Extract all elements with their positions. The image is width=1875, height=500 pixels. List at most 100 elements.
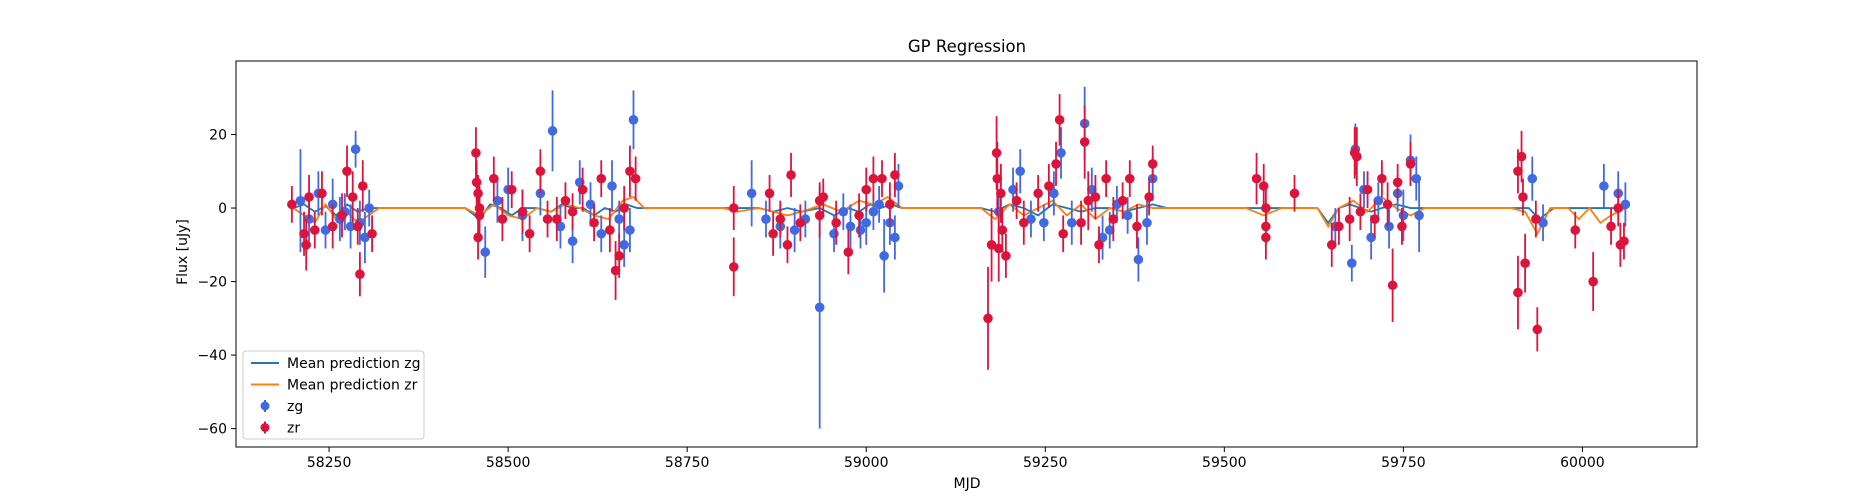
- zr-point: [471, 177, 482, 188]
- zg-point: [1049, 188, 1059, 199]
- zr-point: [287, 199, 297, 210]
- zr-point: [1326, 240, 1337, 250]
- zr-point: [728, 203, 739, 213]
- zg-point: [855, 225, 866, 235]
- zg-point: [492, 195, 503, 206]
- chart-title: GP Regression: [908, 37, 1026, 56]
- zr-point: [1108, 214, 1119, 224]
- zg-point: [879, 251, 889, 261]
- zr-point: [327, 221, 338, 232]
- legend-label: Mean prediction zg: [287, 356, 421, 372]
- zr-point: [1289, 188, 1300, 199]
- zr-point: [506, 184, 517, 195]
- zr-point: [471, 148, 481, 158]
- zr-point: [1570, 225, 1581, 235]
- zg-point: [1398, 210, 1409, 221]
- zr-point: [1147, 159, 1158, 169]
- zg-point: [547, 126, 558, 136]
- zr-point: [473, 232, 483, 243]
- zr-point: [890, 170, 900, 180]
- zr-point: [993, 243, 1004, 254]
- legend-marker-swatch: [260, 423, 270, 432]
- zr-point: [1261, 203, 1271, 213]
- zr-point: [885, 199, 895, 210]
- zr-point: [517, 206, 528, 217]
- zg-point: [1026, 214, 1036, 224]
- zr-point: [1018, 217, 1029, 228]
- data-layer: [287, 86, 1631, 429]
- zg-point: [814, 302, 825, 313]
- zg-point: [320, 225, 331, 235]
- zg-point: [838, 206, 849, 217]
- zg-point: [1087, 184, 1097, 195]
- zr-point: [1531, 214, 1541, 224]
- legend-label: zg: [287, 399, 303, 415]
- zr-point: [347, 192, 358, 202]
- zg-point: [625, 225, 635, 235]
- mean-prediction-line-1: [292, 195, 1626, 236]
- zr-point: [782, 240, 793, 250]
- series-zg: [295, 86, 1631, 429]
- zg-point: [890, 232, 900, 243]
- zr-point: [986, 240, 997, 250]
- zg-point: [1366, 232, 1376, 243]
- zr-point: [367, 228, 377, 239]
- zr-point: [1377, 173, 1387, 184]
- zr-point: [355, 269, 365, 280]
- zg-point: [1039, 217, 1049, 228]
- zr-point: [1520, 258, 1530, 268]
- zg-point: [829, 228, 839, 239]
- zr-point: [1518, 192, 1528, 202]
- zg-point: [1133, 254, 1144, 265]
- zr-point: [1619, 236, 1629, 246]
- zr-point: [1124, 173, 1135, 184]
- zr-point: [1606, 221, 1616, 232]
- zr-point: [1513, 166, 1523, 177]
- zr-point: [560, 195, 571, 206]
- zr-point: [1144, 192, 1154, 202]
- zr-point: [992, 173, 1003, 184]
- zr-point: [605, 225, 615, 235]
- x-tick-label: 58250: [307, 455, 352, 471]
- zr-point: [1588, 276, 1598, 287]
- zr-point: [1079, 137, 1090, 147]
- zr-point: [1334, 221, 1344, 232]
- y-tick-label: 20: [209, 128, 227, 144]
- zr-point: [589, 217, 599, 228]
- legend-box: [242, 350, 425, 440]
- legend-label: zr: [287, 421, 300, 437]
- plot-area: 58250 58500 58750 59000 59250 59500 59750 60000…: [197, 60, 1698, 471]
- zr-point: [1117, 195, 1128, 206]
- zr-point: [1387, 280, 1398, 291]
- zg-point: [1414, 210, 1424, 221]
- zg-point: [893, 181, 904, 191]
- zr-point: [614, 251, 624, 261]
- zg-point: [845, 221, 856, 232]
- zr-point: [552, 214, 562, 224]
- x-tick-label: 59250: [1023, 455, 1068, 471]
- zr-point: [1058, 228, 1068, 239]
- zr-point: [610, 265, 621, 276]
- zr-point: [786, 170, 796, 180]
- zr-point: [861, 184, 872, 195]
- y-tick-label: −60: [197, 422, 227, 438]
- zr-point: [301, 240, 311, 250]
- zr-point: [877, 173, 887, 184]
- zg-point: [789, 225, 800, 235]
- zr-point: [473, 188, 483, 199]
- zg-point: [1142, 217, 1152, 228]
- zg-point: [614, 214, 624, 224]
- zg-point: [596, 228, 607, 239]
- y-tick-label: 0: [218, 201, 227, 217]
- zr-point: [997, 225, 1008, 235]
- zr-point: [1405, 159, 1416, 169]
- zg-point: [619, 240, 629, 250]
- zr-point: [489, 173, 499, 184]
- zr-point: [818, 192, 829, 202]
- zr-point: [535, 166, 546, 177]
- x-tick-label: 59000: [844, 455, 889, 471]
- zg-point: [761, 214, 771, 224]
- y-axis-label: Flux [uJy]: [175, 219, 191, 285]
- zg-point: [585, 199, 596, 210]
